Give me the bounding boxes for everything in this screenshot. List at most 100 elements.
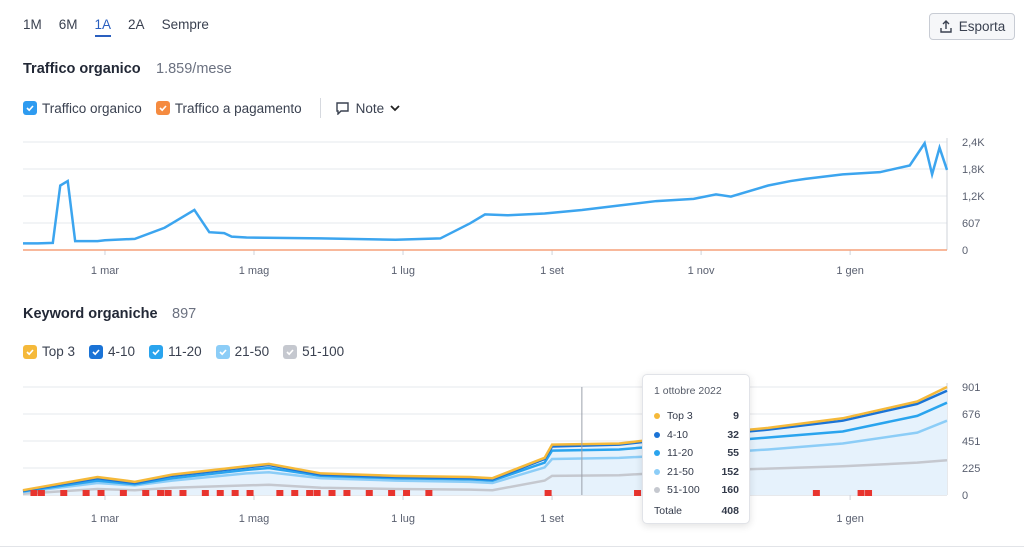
note-flag-icon[interactable]	[246, 490, 254, 496]
tooltip-row: 51-100 160	[654, 481, 739, 500]
keywords-y-tick: 451	[962, 436, 980, 448]
legend-4-10[interactable]: 4-10	[89, 344, 135, 359]
traffic-x-tick: 1 mag	[239, 265, 270, 277]
note-flag-icon[interactable]	[291, 490, 299, 496]
note-flag-icon[interactable]	[82, 490, 90, 496]
notes-label: Note	[355, 100, 385, 116]
legend-51-100[interactable]: 51-100	[283, 344, 344, 359]
checkbox-icon[interactable]	[23, 344, 37, 359]
dot-icon	[654, 450, 660, 457]
traffic-y-tick: 2,4K	[962, 137, 985, 149]
traffic-x-tick: 1 gen	[836, 265, 864, 277]
note-flag-icon[interactable]	[306, 490, 314, 496]
tooltip-row-name: 21-50	[667, 465, 694, 478]
comment-icon	[335, 102, 349, 115]
note-flag-icon[interactable]	[216, 490, 224, 496]
traffic-x-tick: 1 set	[540, 265, 564, 277]
traffic-x-tick: 1 lug	[391, 265, 415, 277]
note-flag-icon[interactable]	[37, 490, 45, 496]
dot-icon	[654, 487, 660, 494]
checkbox-icon[interactable]	[155, 101, 170, 115]
note-flag-icon[interactable]	[313, 490, 321, 496]
dot-icon	[654, 431, 660, 438]
note-flag-icon[interactable]	[343, 490, 351, 496]
legend-label: 11-20	[168, 344, 202, 359]
traffic-x-tick: 1 mar	[91, 265, 119, 277]
note-flag-icon[interactable]	[30, 490, 38, 496]
legend-21-50[interactable]: 21-50	[215, 344, 269, 359]
keywords-x-tick: 1 mar	[91, 513, 119, 525]
keywords-y-tick: 676	[962, 409, 980, 421]
export-button[interactable]: Esporta	[929, 13, 1015, 40]
note-flag-icon[interactable]	[634, 490, 642, 496]
tooltip-row-value: 152	[721, 465, 739, 478]
tab-sempre[interactable]: Sempre	[161, 17, 209, 32]
note-flag-icon[interactable]	[544, 490, 552, 496]
traffic-y-tick: 1,2K	[962, 191, 985, 203]
legend-label: Traffico organico	[42, 100, 142, 116]
checkbox-icon[interactable]	[215, 344, 230, 359]
tooltip-row: Top 3 9	[654, 407, 739, 426]
note-flag-icon[interactable]	[365, 490, 373, 496]
note-flag-icon[interactable]	[231, 490, 239, 496]
keywords-legend: Top 3 4-10 11-20 21-50 51-100	[23, 344, 358, 359]
checkbox-icon[interactable]	[149, 344, 164, 359]
note-flag-icon[interactable]	[179, 490, 187, 496]
note-flag-icon[interactable]	[60, 490, 68, 496]
legend-organic-traffic[interactable]: Traffico organico	[23, 101, 142, 116]
note-flag-icon[interactable]	[164, 490, 172, 496]
checkbox-icon[interactable]	[283, 344, 298, 359]
notes-dropdown[interactable]: Note	[335, 101, 401, 116]
checkbox-icon[interactable]	[89, 344, 104, 359]
traffic-chart: 2,4K 1,8K 1,2K 607 0 1 mar 1 mag 1 lug 1 set 1 no…	[23, 137, 985, 277]
series-line-0	[22, 385, 948, 492]
note-flag-icon[interactable]	[276, 490, 284, 496]
tab-2a[interactable]: 2A	[128, 17, 145, 32]
note-flag-icon[interactable]	[157, 490, 165, 496]
legend-11-20[interactable]: 11-20	[149, 344, 202, 359]
legend-paid-traffic[interactable]: Traffico a pagamento	[155, 101, 302, 116]
tab-1a[interactable]: 1A	[94, 17, 112, 37]
chevron-down-icon	[390, 105, 400, 112]
divider	[319, 98, 321, 118]
traffic-x-tick: 1 nov	[688, 265, 715, 277]
period-tabs: 1M 6M 1A 2A Sempre	[23, 17, 209, 37]
legend-label: Top 3	[42, 344, 76, 359]
keywords-title: Keyword organiche	[23, 306, 158, 322]
export-label: Esporta	[958, 19, 1006, 34]
tooltip-row-name: 11-20	[667, 447, 694, 460]
note-flag-icon[interactable]	[328, 490, 336, 496]
note-flag-icon[interactable]	[425, 490, 433, 496]
traffic-y-tick: 607	[962, 218, 980, 230]
tooltip-row-name: 4-10	[667, 428, 689, 441]
tab-6m[interactable]: 6M	[58, 17, 78, 32]
note-flag-icon[interactable]	[403, 490, 411, 496]
traffic-value: 1.859/mese	[156, 61, 232, 77]
note-flag-icon[interactable]	[97, 490, 105, 496]
note-flag-icon[interactable]	[865, 490, 873, 496]
checkbox-icon[interactable]	[23, 101, 37, 115]
note-flag-icon[interactable]	[201, 490, 209, 496]
keywords-x-tick: 1 lug	[391, 513, 415, 525]
divider	[0, 546, 1024, 547]
dot-icon	[654, 468, 660, 475]
note-flag-icon[interactable]	[142, 490, 150, 496]
upload-icon	[940, 19, 952, 33]
note-flag-icon[interactable]	[119, 490, 127, 496]
note-flag-icon[interactable]	[388, 490, 396, 496]
note-flag-icon[interactable]	[812, 490, 820, 496]
legend-label: 4-10	[108, 344, 136, 359]
keywords-x-tick: 1 set	[540, 513, 564, 525]
tooltip-row: 4-10 32	[654, 426, 739, 445]
tooltip-row-value: 160	[721, 484, 739, 497]
traffic-title: Traffico organico	[23, 61, 141, 77]
tooltip-row: 11-20 55	[654, 444, 739, 463]
tooltip-row-value: 55	[727, 447, 739, 460]
keywords-value: 897	[172, 306, 197, 322]
legend-label: 51-100	[302, 344, 345, 359]
tab-1m[interactable]: 1M	[23, 17, 42, 32]
note-flag-icon[interactable]	[857, 490, 865, 496]
keywords-x-tick: 1 gen	[836, 513, 864, 525]
legend-top3[interactable]: Top 3	[23, 344, 75, 359]
